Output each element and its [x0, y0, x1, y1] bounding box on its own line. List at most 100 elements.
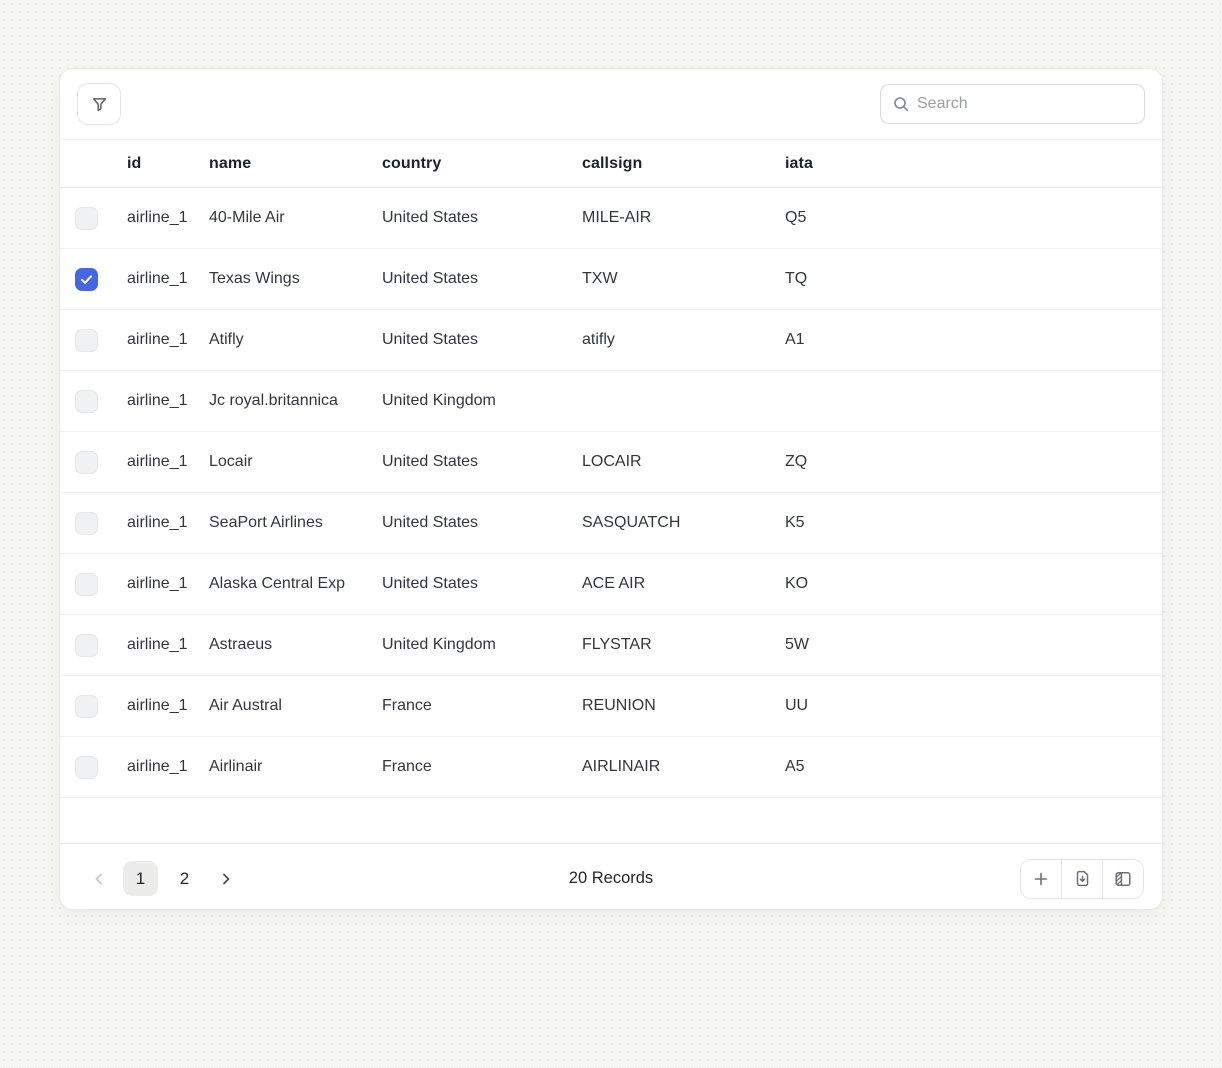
row-checkbox[interactable] — [75, 511, 98, 535]
cell-name: Atifly — [209, 331, 244, 348]
column-header-id[interactable]: id — [127, 154, 142, 172]
cell-id: airline_1 — [127, 391, 188, 409]
cell-name: Airlinair — [209, 758, 263, 775]
chevron-right-icon — [223, 873, 230, 884]
next-page-button[interactable] — [211, 864, 241, 894]
row-checkbox[interactable] — [75, 267, 98, 291]
cell-iata: Q5 — [785, 209, 807, 226]
cell-country: United States — [382, 453, 479, 470]
table-row[interactable]: airline_1 Airlinair France AIRLINAIR A5 — [60, 737, 1162, 798]
table-row[interactable]: airline_1 40-Mile Air United States MILE… — [60, 188, 1162, 249]
search-input[interactable] — [880, 84, 1145, 124]
cell-callsign: SASQUATCH — [582, 514, 681, 531]
cell-id: airline_1 — [127, 574, 188, 592]
row-checkbox[interactable] — [75, 633, 98, 657]
column-header-name[interactable]: name — [209, 154, 252, 172]
column-header-callsign[interactable]: callsign — [582, 154, 643, 172]
cell-name: Jc royal.britannica — [209, 392, 338, 409]
row-checkbox-cell — [60, 511, 127, 535]
cell-iata: A1 — [785, 331, 805, 348]
export-button[interactable] — [1061, 858, 1103, 899]
page-button-2[interactable]: 2 — [167, 861, 202, 896]
cell-name: SeaPort Airlines — [209, 514, 323, 531]
toolbar — [60, 69, 1162, 140]
cell-country: United Kingdom — [382, 392, 496, 409]
row-checkbox[interactable] — [75, 389, 98, 413]
cell-country: United States — [382, 575, 479, 592]
row-checkbox-cell — [60, 206, 127, 230]
cell-id: airline_1 — [127, 452, 188, 470]
table-row[interactable]: airline_1 Air Austral France REUNION UU — [60, 676, 1162, 737]
cell-iata: TQ — [785, 270, 808, 287]
add-record-button[interactable] — [1020, 858, 1062, 899]
cell-id: airline_1 — [127, 635, 188, 653]
table-row[interactable]: airline_1 Astraeus United Kingdom FLYSTA… — [60, 615, 1162, 676]
row-checkbox[interactable] — [75, 572, 98, 596]
cell-country: United Kingdom — [382, 636, 496, 653]
table-row[interactable]: airline_1 SeaPort Airlines United States… — [60, 493, 1162, 554]
cell-country: United States — [382, 331, 479, 348]
search-wrap — [880, 84, 1145, 124]
table-body: airline_1 40-Mile Air United States MILE… — [60, 188, 1162, 798]
cell-callsign: LOCAIR — [582, 453, 642, 470]
chevron-left-icon — [95, 873, 102, 884]
row-checkbox[interactable] — [75, 450, 98, 474]
cell-country: France — [382, 758, 432, 775]
cell-id: airline_1 — [127, 513, 188, 531]
table-row[interactable]: airline_1 Texas Wings United States TXW … — [60, 249, 1162, 310]
cell-callsign: TXW — [582, 270, 618, 287]
row-checkbox-cell — [60, 389, 127, 413]
cell-callsign: ACE AIR — [582, 575, 646, 592]
cell-name: Locair — [209, 453, 253, 470]
cell-name: Texas Wings — [209, 270, 300, 287]
cell-callsign: AIRLINAIR — [582, 758, 661, 775]
empty-row — [60, 798, 1162, 843]
row-checkbox-cell — [60, 694, 127, 718]
row-checkbox[interactable] — [75, 755, 98, 779]
row-checkbox-cell — [60, 267, 127, 291]
cell-country: United States — [382, 270, 479, 287]
cell-iata: A5 — [785, 758, 805, 775]
cell-id: airline_1 — [127, 696, 188, 714]
table-row[interactable]: airline_1 Atifly United States atifly A1 — [60, 310, 1162, 371]
filter-icon — [90, 95, 109, 114]
footer-actions — [1020, 858, 1144, 899]
toggle-panel-button[interactable] — [1102, 858, 1144, 899]
records-count: 20 Records — [568, 869, 654, 887]
row-checkbox-cell — [60, 633, 127, 657]
table-row[interactable]: airline_1 Locair United States LOCAIR ZQ — [60, 432, 1162, 493]
row-checkbox[interactable] — [75, 328, 98, 352]
cell-callsign: atifly — [582, 331, 615, 348]
table-header: id name country callsign iata — [60, 140, 1162, 188]
cell-id: airline_1 — [127, 208, 188, 226]
filter-button[interactable] — [77, 83, 121, 125]
column-header-iata[interactable]: iata — [785, 154, 813, 172]
column-header-country[interactable]: country — [382, 154, 442, 172]
page-button-1[interactable]: 1 — [123, 861, 158, 896]
file-download-icon — [1076, 870, 1088, 887]
row-checkbox[interactable] — [75, 206, 98, 230]
check-icon — [81, 274, 92, 284]
cell-country: France — [382, 697, 432, 714]
cell-iata: 5W — [785, 636, 809, 653]
cell-iata: ZQ — [785, 453, 808, 470]
cell-id: airline_1 — [127, 757, 188, 775]
search-icon — [894, 97, 909, 112]
cell-name: Air Austral — [209, 697, 282, 714]
data-grid-card: id name country callsign iata airline_1 40-M… — [59, 68, 1163, 910]
cell-iata: KO — [785, 575, 809, 592]
sidebar-panel-icon — [1115, 871, 1131, 886]
prev-page-button[interactable] — [84, 864, 114, 894]
cell-name: Astraeus — [209, 636, 273, 653]
row-checkbox-cell — [60, 450, 127, 474]
cell-iata: UU — [785, 697, 809, 714]
table-row[interactable]: airline_1 Jc royal.britannica United Kin… — [60, 371, 1162, 432]
row-checkbox[interactable] — [75, 694, 98, 718]
cell-country: United States — [382, 514, 479, 531]
plus-icon — [1034, 872, 1048, 885]
cell-callsign: FLYSTAR — [582, 636, 652, 653]
table-row[interactable]: airline_1 Alaska Central Exp United Stat… — [60, 554, 1162, 615]
